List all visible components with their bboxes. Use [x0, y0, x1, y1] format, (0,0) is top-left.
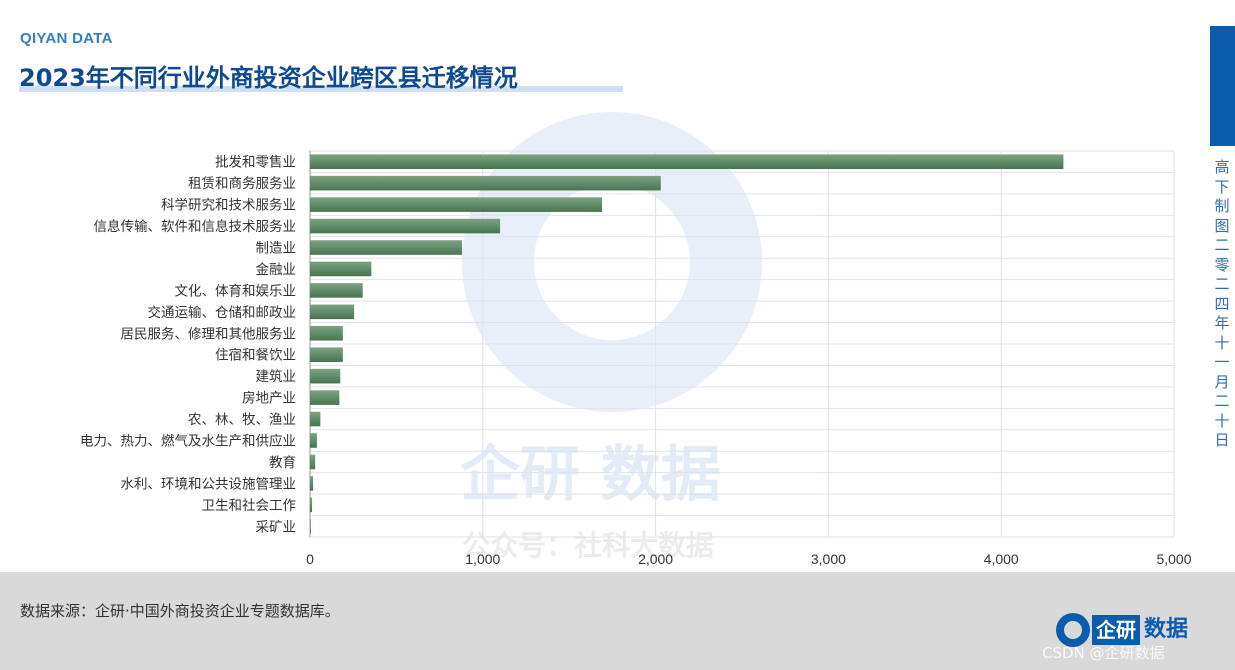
bar	[310, 325, 343, 341]
tick-label-layer: 0 1,000 2,000 3,000 4,000 5,000	[306, 551, 1192, 567]
category-label: 信息传输、软件和信息技术服务业	[94, 218, 297, 235]
bar	[310, 433, 317, 448]
category-label-layer: 批发和零售业租赁和商务服务业科学研究和技术服务业信息传输、软件和信息技术服务业制…	[80, 155, 296, 536]
category-label: 文化、体育和娱乐业	[175, 283, 297, 299]
x-tick-label: 1,000	[465, 551, 500, 567]
bar	[310, 240, 463, 255]
x-tick-label: 4,000	[984, 551, 1019, 567]
category-label: 房地产业	[242, 391, 296, 407]
x-tick-label: 5,000	[1156, 551, 1191, 567]
x-tick-label: 0	[306, 551, 314, 567]
category-label: 卫生和社会工作	[202, 498, 297, 514]
bar	[310, 218, 501, 234]
category-label: 住宿和餐饮业	[215, 347, 296, 364]
category-label: 电力、热力、燃气及水生产和供应业	[80, 433, 296, 450]
bar	[310, 347, 343, 363]
x-tick-label: 3,000	[811, 551, 846, 567]
bar	[310, 368, 341, 384]
bar	[310, 411, 321, 427]
bar	[310, 197, 603, 212]
logo-mark-icon	[1056, 613, 1090, 647]
logo-box-text: 企研	[1092, 615, 1140, 645]
category-label: 水利、环境和公共设施管理业	[121, 476, 297, 492]
category-label: 居民服务、修理和其他服务业	[121, 326, 297, 342]
category-label: 科学研究和技术服务业	[161, 198, 296, 214]
category-label: 制造业	[256, 241, 297, 257]
bar	[310, 476, 314, 491]
category-label: 交通运输、仓储和邮政业	[148, 304, 297, 321]
bar	[310, 261, 372, 277]
chart-title: 2023年不同行业外商投资企业跨区县迁移情况	[19, 64, 518, 92]
bar	[310, 304, 355, 320]
bar	[310, 518, 311, 534]
bar	[310, 454, 316, 470]
x-tick-label: 2,000	[638, 551, 673, 567]
footer-bar	[0, 572, 1235, 670]
category-label: 建筑业	[256, 369, 297, 385]
category-label: 租赁和商务服务业	[188, 176, 296, 192]
bar	[310, 283, 363, 298]
title-underline	[19, 86, 623, 92]
category-label: 采矿业	[256, 519, 297, 535]
category-label: 教育	[269, 455, 296, 471]
side-credit-text: 高下制图 二零二四年十一月二十日	[1214, 158, 1230, 449]
grid-layer	[309, 150, 1175, 538]
bar-layer	[310, 154, 1064, 534]
bar	[310, 175, 661, 191]
csdn-credit: CSDN @企研数据	[1042, 644, 1165, 662]
bar	[310, 497, 313, 513]
bar	[310, 154, 1064, 170]
category-label: 批发和零售业	[215, 155, 296, 171]
side-accent-bar	[1210, 26, 1235, 146]
footer-logo: 企研 数据	[1056, 612, 1188, 648]
category-label: 金融业	[256, 262, 297, 278]
brand-label: QIYAN DATA	[20, 30, 113, 47]
source-note: 数据来源：企研·中国外商投资企业专题数据库。	[20, 602, 340, 620]
category-label: 农、林、牧、渔业	[188, 412, 296, 428]
logo-tail-text: 数据	[1144, 617, 1189, 642]
bar	[310, 390, 340, 405]
